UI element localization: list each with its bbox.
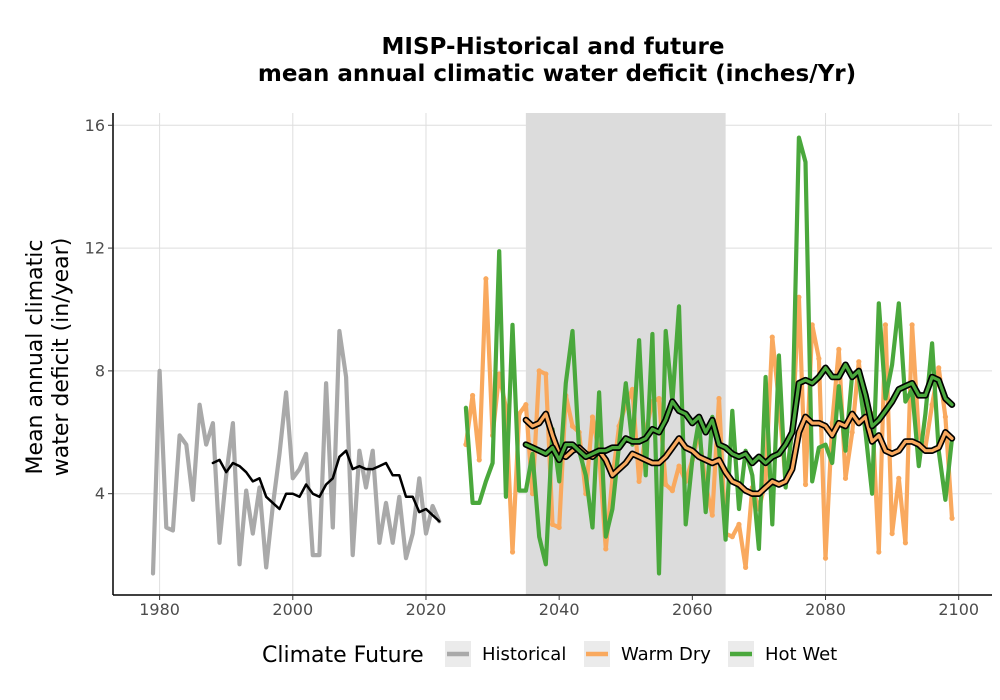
y-axis-title-line-1: Mean annual climatic: [23, 240, 48, 475]
warm-dry-point-2084: [849, 429, 855, 435]
y-tick-label-4: 4: [95, 484, 105, 503]
chart-subtitle: mean annual climatic water deficit (inch…: [258, 61, 856, 87]
warm-dry-point-2082: [836, 346, 842, 352]
ma-outline-historical-moving-average: [211, 449, 441, 523]
legend-title: Climate Future: [262, 643, 424, 668]
warm-dry-point-2097: [936, 365, 942, 371]
x-tick-label-2040: 2040: [539, 600, 580, 619]
warm-dry-point-2085: [856, 359, 862, 365]
warm-dry-point-2028: [476, 457, 482, 463]
warm-dry-point-2076: [796, 294, 802, 300]
warm-dry-point-2090: [889, 530, 895, 537]
y-tick-label-12: 12: [85, 239, 105, 258]
warm-dry-point-2068: [743, 564, 749, 570]
legend-label-historical: Historical: [482, 644, 566, 665]
warm-dry-point-2083: [842, 475, 849, 481]
series-line-historical: [150, 328, 442, 576]
warm-dry-point-2072: [769, 334, 775, 340]
warm-dry-point-2058: [676, 463, 682, 469]
warm-dry-point-2091: [896, 475, 902, 481]
legend: Climate Future Historical Warm Dry Hot Wet: [262, 641, 837, 668]
warm-dry-point-2088: [876, 549, 882, 555]
chart-title: MISP-Historical and future: [382, 34, 725, 60]
warm-dry-point-2096: [929, 402, 935, 408]
y-axis-title: Mean annual climatic water deficit (in/y…: [23, 238, 74, 477]
legend-label-hot-wet: Hot Wet: [765, 644, 837, 665]
warm-dry-point-2029: [483, 276, 489, 282]
warm-dry-point-2033: [509, 549, 516, 555]
warm-dry-point-2047: [603, 546, 609, 552]
warm-dry-point-2079: [816, 356, 822, 362]
shaded-reference-period: [525, 113, 726, 595]
plot-area: [113, 113, 992, 595]
x-tick-label-2080: 2080: [805, 600, 846, 619]
x-tick-label-2020: 2020: [406, 600, 447, 619]
warm-dry-point-2038: [543, 371, 549, 377]
y-axis-title-line-2: water deficit (in/year): [49, 238, 74, 477]
warm-dry-point-2045: [589, 414, 596, 420]
warm-dry-point-2057: [669, 488, 675, 494]
warm-dry-point-2027: [469, 392, 476, 399]
x-tick-label-2100: 2100: [938, 600, 979, 619]
ma-line-hot-wet-moving-average: [524, 363, 954, 465]
warm-dry-point-2093: [909, 322, 915, 328]
warm-dry-point-2042: [569, 423, 576, 429]
warm-dry-point-2037: [536, 368, 542, 374]
axes: 1980 2000 2020 2040 2060 2080 2100 4 8 12 16: [85, 113, 992, 619]
warm-dry-point-2051: [629, 386, 636, 392]
legend-label-warm-dry: Warm Dry: [621, 644, 711, 665]
warm-dry-point-2055: [656, 395, 662, 402]
x-tick-label-1980: 1980: [139, 600, 180, 619]
x-tick-label-2060: 2060: [672, 600, 713, 619]
x-tick-label-2000: 2000: [272, 600, 313, 619]
warm-dry-point-2066: [729, 534, 735, 540]
warm-dry-point-2077: [802, 481, 809, 488]
warm-dry-point-2067: [736, 521, 742, 527]
warm-dry-point-2064: [716, 395, 722, 402]
warm-dry-point-2035: [523, 402, 529, 408]
warm-dry-point-2052: [636, 478, 642, 485]
warm-dry-point-2092: [902, 540, 909, 546]
warm-dry-point-2063: [709, 512, 715, 518]
warm-dry-point-2099: [949, 515, 955, 521]
y-tick-label-8: 8: [95, 361, 105, 380]
warm-dry-point-2089: [882, 322, 889, 328]
warm-dry-point-2098: [942, 414, 948, 420]
warm-dry-point-2080: [822, 555, 829, 561]
warm-dry-point-2040: [556, 524, 562, 531]
warm-dry-point-2039: [549, 521, 556, 527]
warm-dry-point-2056: [663, 481, 669, 488]
y-tick-label-16: 16: [85, 116, 105, 135]
